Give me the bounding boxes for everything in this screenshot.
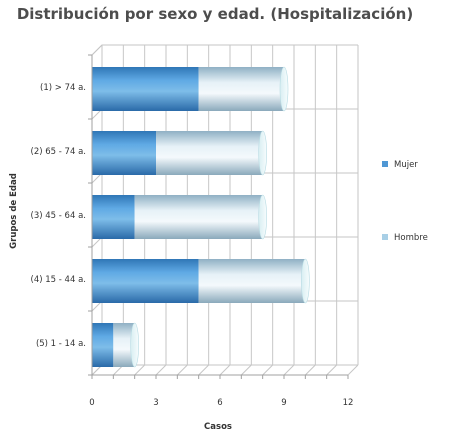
- bar-hombre: [113, 323, 135, 367]
- grid-line-corner: [91, 44, 103, 56]
- grid-line-floor: [326, 364, 338, 376]
- y-axis-title: Grupos de Edad: [9, 173, 19, 249]
- legend-label-mujer: Mujer: [394, 160, 418, 170]
- legend-swatch-hombre: [382, 234, 388, 240]
- bar-end-cap: [130, 322, 139, 368]
- bar-mujer: [92, 195, 135, 239]
- legend-label-hombre: Hombre: [394, 233, 428, 243]
- x-axis-title: Casos: [204, 422, 232, 432]
- grid-line-floor: [134, 364, 146, 376]
- x-tick-label: 3: [153, 398, 158, 408]
- legend-swatch-mujer: [382, 161, 388, 167]
- x-tick-label: 6: [217, 398, 222, 408]
- y-tick-label: (4) 15 - 44 a.: [31, 275, 86, 285]
- x-tick-label: 9: [281, 398, 286, 408]
- x-tick-label: 0: [89, 398, 94, 408]
- grid-line-floor: [176, 364, 188, 376]
- grid-line-floor: [283, 364, 295, 376]
- bar-mujer: [92, 131, 156, 175]
- grid-line-floor: [198, 364, 210, 376]
- grid-line-floor: [262, 364, 274, 376]
- y-tick-label: (1) > 74 a.: [40, 83, 86, 93]
- bar-end-cap: [301, 258, 310, 304]
- y-tick-label: (2) 65 - 74 a.: [31, 147, 86, 157]
- chart-title: Distribución por sexo y edad. (Hospitali…: [16, 5, 414, 23]
- y-tick-label: (5) 1 - 14 a.: [36, 339, 86, 349]
- y-tick-label: (3) 45 - 64 a.: [31, 211, 86, 221]
- bar-end-cap: [258, 130, 267, 176]
- bar-hombre: [198, 67, 284, 111]
- bar-mujer: [92, 67, 199, 111]
- bar-hombre: [156, 131, 263, 175]
- grid-line-floor: [155, 364, 167, 376]
- bar-hombre: [198, 259, 306, 303]
- grid-line-floor: [219, 364, 231, 376]
- bar-mujer: [92, 323, 114, 367]
- bar-end-cap: [279, 66, 289, 112]
- x-tick-label: 12: [343, 398, 354, 408]
- bar-end-cap: [258, 194, 267, 240]
- bar-hombre: [134, 195, 263, 239]
- grid-line-floor: [304, 364, 316, 376]
- bar-mujer: [92, 259, 199, 303]
- grid-line-floor: [240, 364, 252, 376]
- grid-line-floor: [347, 364, 359, 376]
- grid-line-category: [91, 44, 358, 56]
